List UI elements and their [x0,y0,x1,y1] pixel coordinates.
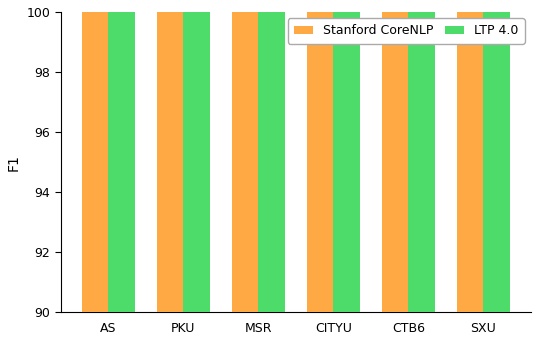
Bar [484,0,509,312]
Bar [307,0,334,312]
Bar [109,0,134,312]
Legend: Stanford CoreNLP, LTP 4.0: Stanford CoreNLP, LTP 4.0 [287,18,525,44]
Bar [408,0,435,312]
Bar [334,0,360,312]
Bar [183,0,210,312]
Bar [457,0,484,312]
Bar [232,0,258,312]
Bar [82,0,109,312]
Y-axis label: F1: F1 [7,154,21,171]
Bar [382,0,408,312]
Bar [258,0,285,312]
Bar [157,0,183,312]
